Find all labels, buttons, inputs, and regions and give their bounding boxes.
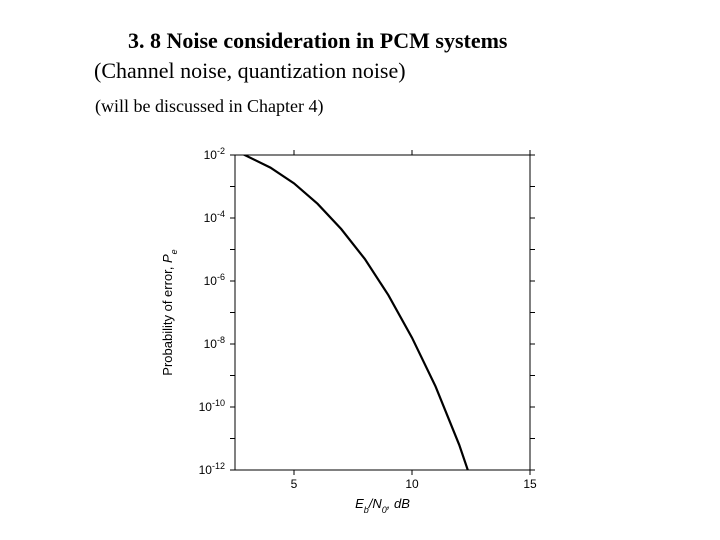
svg-text:15: 15 [523, 477, 537, 491]
svg-text:10-2: 10-2 [204, 146, 225, 162]
svg-text:Eb/N0, dB: Eb/N0, dB [355, 496, 410, 515]
svg-text:Probability of error, Pe: Probability of error, Pe [160, 249, 179, 375]
svg-text:10: 10 [405, 477, 419, 491]
section-subtitle: (Channel noise, quantization noise) [94, 58, 406, 84]
svg-text:5: 5 [291, 477, 298, 491]
section-title: 3. 8 Noise consideration in PCM systems [128, 28, 507, 54]
svg-text:10-8: 10-8 [204, 335, 225, 351]
error-probability-chart: 10-2 10-4 10-6 10-8 10-10 10-12 5 10 15 Eb/N0, dB… [150, 140, 570, 520]
section-note: (will be discussed in Chapter 4) [95, 96, 323, 117]
svg-text:10-4: 10-4 [204, 209, 225, 225]
svg-text:10-6: 10-6 [204, 272, 225, 288]
svg-text:10-12: 10-12 [199, 461, 225, 477]
svg-text:10-10: 10-10 [199, 398, 225, 414]
